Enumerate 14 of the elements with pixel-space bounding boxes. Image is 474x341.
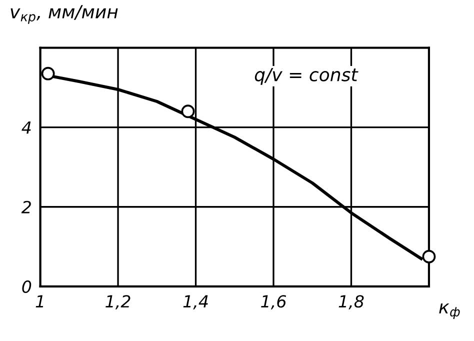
x-tick-label: 1,2: [106, 295, 130, 310]
x-tick-label: 1,6: [261, 295, 286, 310]
point: [422, 250, 436, 264]
y-tick-label: 2: [21, 200, 31, 214]
annotation: q/v = const: [254, 68, 358, 85]
point: [181, 104, 195, 118]
point: [41, 66, 55, 80]
x-tick-label: 1,4: [183, 295, 208, 310]
x-tick-label: 1,8: [338, 295, 364, 310]
y-axis-title: v$_{кр}$, мм/мин: [10, 5, 118, 24]
x-axis-title: к$_{ф}$: [439, 304, 460, 319]
y-tick-label: 0: [22, 280, 32, 294]
x-tick-label: 1: [36, 295, 44, 308]
y-tick-label: 4: [22, 121, 31, 134]
